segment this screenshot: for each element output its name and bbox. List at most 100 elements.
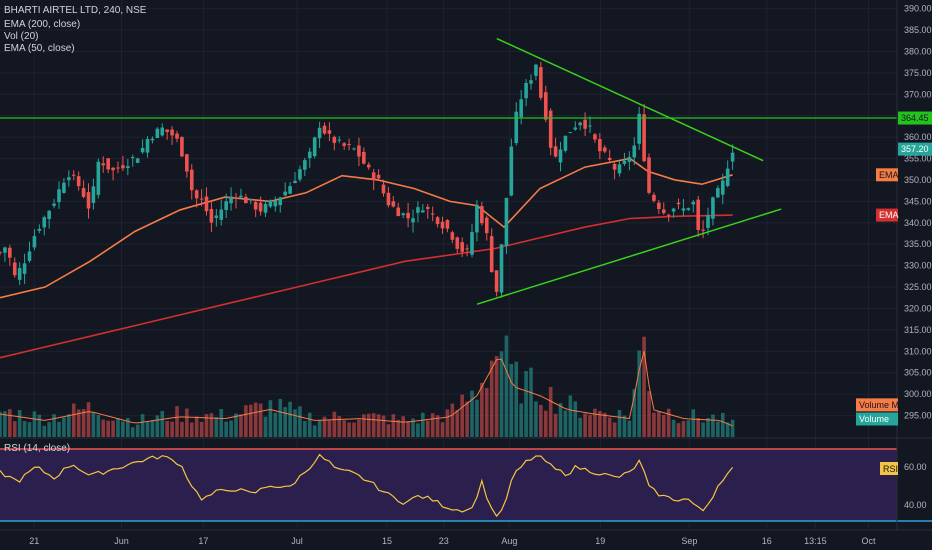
volume-bar <box>637 350 641 437</box>
volume-bar <box>642 336 646 437</box>
volume-bar <box>91 412 96 437</box>
volume-bar <box>602 412 607 437</box>
candle-body <box>642 114 646 162</box>
candle-body <box>135 158 140 163</box>
candle-body <box>307 151 312 159</box>
indicator-ema200[interactable]: EMA (200, close) <box>4 19 81 30</box>
volume-bar <box>71 403 76 437</box>
price-tick: 375.00 <box>904 68 932 78</box>
volume-bar <box>504 335 509 437</box>
volume-bar <box>57 421 61 437</box>
candle-body <box>116 167 120 169</box>
candle-body <box>607 157 612 160</box>
volume-bar <box>204 414 209 437</box>
candle-body <box>303 160 307 170</box>
candle-body <box>391 201 396 207</box>
candle-body <box>126 166 130 169</box>
candle-body <box>312 137 317 157</box>
volume-bar <box>32 411 37 437</box>
volume-bar <box>657 411 661 437</box>
volume-bar <box>106 420 110 437</box>
candle-body <box>534 64 538 76</box>
volume-bar <box>701 422 705 437</box>
candle-body <box>691 201 696 205</box>
volume-bar <box>622 415 627 437</box>
candle-body <box>430 213 435 215</box>
candle-body <box>293 180 297 184</box>
candle-body <box>130 157 135 159</box>
volume-bar <box>337 416 342 437</box>
time-axis[interactable]: 21 Jun 17 Jul 15 23 Aug 19 Sep 16 13:15 Oct <box>29 536 876 546</box>
candle-body <box>239 195 243 198</box>
volume-bar <box>273 412 278 437</box>
lower-trendline[interactable] <box>476 208 782 305</box>
volume-bar <box>568 395 573 437</box>
volume-bar <box>661 415 666 437</box>
time-tick: Sep <box>681 536 697 546</box>
candle-body <box>622 160 627 164</box>
volume-bar <box>543 410 548 437</box>
volume-bar <box>484 387 489 437</box>
volume-bar <box>671 419 676 437</box>
symbol-title[interactable]: BHARTI AIRTEL LTD, 240, NSE <box>4 5 147 16</box>
candle-body <box>504 197 509 247</box>
candle-body <box>229 196 233 204</box>
indicator-rsi[interactable]: RSI (14, close) <box>4 443 71 454</box>
volume-bar <box>691 409 696 437</box>
candle-body <box>150 138 155 141</box>
candle-body <box>514 111 519 144</box>
price-label-bg <box>876 208 898 222</box>
volume-bar <box>47 422 51 437</box>
volume-bar <box>460 394 464 437</box>
candle-body <box>706 215 710 228</box>
volume-bar <box>598 411 602 437</box>
volume-bar <box>116 418 120 437</box>
candle-body <box>62 182 66 193</box>
volume-bar <box>519 403 523 437</box>
volume-bar <box>322 416 327 437</box>
volume-bar <box>529 367 533 437</box>
volume-bar <box>76 409 81 437</box>
candle-body <box>327 130 332 134</box>
volume-bar <box>312 425 317 437</box>
candle-body <box>583 119 587 129</box>
candle-body <box>573 127 578 130</box>
indicator-ema50[interactable]: EMA (50, close) <box>4 43 75 54</box>
price-tick: 295.00 <box>904 411 932 421</box>
volume-bar <box>499 351 504 437</box>
candle-body <box>17 268 22 280</box>
volume-bar <box>548 386 553 437</box>
volume-bar <box>130 427 135 437</box>
candle-body <box>489 236 494 273</box>
time-tick: 23 <box>439 536 449 546</box>
candle-body <box>632 145 637 158</box>
candle-body <box>101 163 106 166</box>
upper-trendline[interactable] <box>496 37 764 162</box>
candle-body <box>253 201 258 210</box>
volume-bar <box>514 361 519 437</box>
volume-bar <box>406 421 410 437</box>
volume-bar <box>475 399 479 437</box>
candle-body <box>194 190 199 199</box>
volume-bar <box>126 418 130 437</box>
price-label: 357.20 <box>901 144 929 154</box>
candle-body <box>730 152 735 162</box>
time-tick: Aug <box>501 536 517 546</box>
price-label-bg <box>898 142 932 156</box>
volume-bar <box>347 422 351 437</box>
price-tick: 385.00 <box>904 25 932 35</box>
volume-bar <box>489 360 494 437</box>
volume-bar <box>716 421 720 437</box>
volume-bar <box>224 421 228 437</box>
price-label-bg <box>856 412 898 426</box>
candle-body <box>27 251 32 261</box>
indicator-volume[interactable]: Vol (20) <box>4 31 39 42</box>
rsi-badge: RSI <box>883 464 898 474</box>
candle-body <box>401 213 405 216</box>
volume-bar <box>396 419 401 437</box>
candle-body <box>568 132 573 134</box>
volume-bar <box>465 401 469 437</box>
candle-body <box>67 177 71 181</box>
candle-body <box>0 252 2 254</box>
